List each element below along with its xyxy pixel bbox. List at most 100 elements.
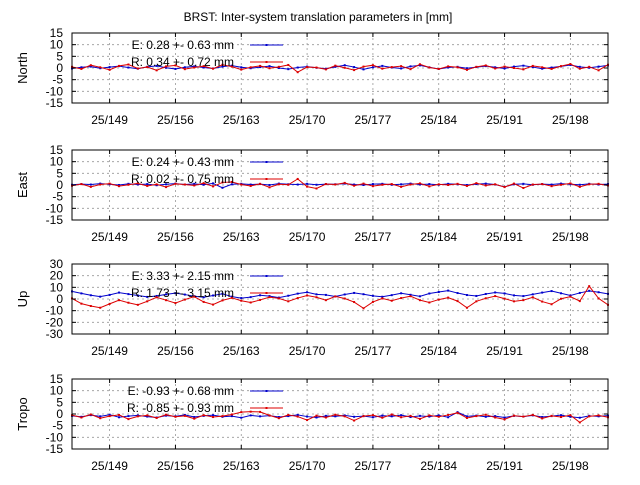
data-point-E	[390, 294, 393, 297]
data-point-R	[230, 180, 233, 183]
data-point-E	[512, 65, 515, 68]
series-line-E	[71, 290, 609, 299]
y-tick-label: 0	[56, 61, 63, 75]
data-point-R	[165, 65, 168, 68]
data-point-E	[371, 416, 374, 419]
y-tick-label: 5	[56, 166, 63, 180]
data-point-R	[409, 183, 412, 186]
data-point-R	[202, 182, 205, 185]
data-point-E	[193, 65, 196, 68]
legend-marker-E	[265, 275, 268, 277]
x-tick-label: 25/149	[91, 344, 128, 358]
data-point-E	[230, 415, 233, 418]
data-point-E	[183, 66, 186, 69]
x-tick-label: 25/184	[420, 113, 457, 127]
series-line-R	[71, 63, 609, 73]
y-tick-label: -15	[46, 96, 64, 110]
data-point-E	[409, 416, 412, 419]
x-tick-label: 25/149	[91, 113, 128, 127]
data-point-R	[597, 182, 600, 185]
data-point-E	[296, 413, 299, 416]
x-tick-label: 25/184	[420, 344, 457, 358]
data-point-R	[447, 65, 450, 68]
data-point-E	[447, 416, 450, 419]
data-point-R	[306, 185, 309, 188]
x-tick-label: 25/149	[91, 459, 128, 473]
data-point-E	[569, 294, 572, 297]
data-point-R	[80, 302, 83, 305]
data-point-R	[268, 296, 271, 299]
chart-title: BRST: Inter-system translation parameter…	[184, 10, 453, 24]
data-point-R	[522, 68, 525, 71]
data-point-R	[277, 417, 280, 420]
data-point-E	[212, 414, 215, 417]
data-point-R	[212, 185, 215, 188]
data-point-E	[559, 292, 562, 295]
x-tick-label: 25/177	[355, 459, 392, 473]
data-point-E	[306, 182, 309, 185]
data-point-R	[221, 181, 224, 184]
data-point-R	[146, 300, 149, 303]
data-point-E	[277, 416, 280, 419]
data-point-E	[494, 66, 497, 69]
data-point-E	[306, 415, 309, 418]
data-point-R	[296, 71, 299, 74]
data-point-E	[315, 416, 318, 419]
data-point-E	[193, 182, 196, 185]
data-point-E	[118, 184, 121, 186]
x-tick-label: 25/170	[289, 459, 326, 473]
data-point-E	[127, 66, 130, 69]
data-point-E	[80, 66, 83, 69]
data-point-E	[296, 66, 299, 69]
data-point-R	[343, 181, 346, 184]
data-point-R	[522, 187, 525, 190]
data-point-E	[315, 183, 318, 186]
data-point-R	[353, 301, 356, 304]
legend-label-R: R: 0.02 +- 0.75 mm	[131, 172, 234, 186]
data-point-R	[400, 416, 403, 419]
data-point-E	[362, 68, 365, 71]
x-tick-label: 25/198	[552, 113, 589, 127]
data-point-R	[155, 69, 158, 72]
data-point-R	[287, 183, 290, 186]
y-tick-label: -5	[52, 419, 63, 433]
data-point-R	[588, 65, 591, 68]
data-point-R	[512, 182, 515, 185]
data-point-E	[174, 67, 177, 70]
y-axis-label: Tropo	[15, 397, 30, 430]
data-point-E	[353, 66, 356, 69]
data-point-E	[99, 295, 102, 298]
y-axis-label: Up	[15, 291, 30, 308]
data-point-R	[80, 416, 83, 419]
y-tick-label: -5	[52, 73, 63, 87]
data-point-R	[230, 65, 233, 68]
data-point-E	[418, 414, 421, 417]
data-point-E	[578, 416, 581, 419]
data-point-R	[362, 182, 365, 185]
data-point-R	[531, 183, 534, 186]
legend-marker-R	[265, 178, 268, 180]
data-point-R	[400, 65, 403, 68]
data-point-R	[362, 65, 365, 68]
data-point-R	[315, 66, 318, 69]
data-point-E	[400, 292, 403, 295]
data-point-E	[155, 294, 158, 297]
data-point-R	[80, 67, 83, 70]
data-point-R	[390, 66, 393, 69]
data-point-R	[588, 183, 591, 186]
series-line-R	[71, 178, 609, 190]
y-tick-label: -30	[46, 327, 64, 341]
series-line-E	[71, 64, 609, 70]
data-point-R	[578, 421, 581, 424]
data-point-R	[108, 68, 111, 71]
data-point-E	[381, 295, 384, 298]
data-point-R	[165, 186, 168, 189]
data-point-R	[381, 183, 384, 186]
data-point-R	[437, 183, 440, 186]
data-point-R	[249, 66, 252, 69]
data-point-R	[512, 300, 515, 303]
data-point-R	[136, 303, 139, 306]
data-point-E	[174, 292, 177, 295]
data-point-R	[447, 413, 450, 416]
